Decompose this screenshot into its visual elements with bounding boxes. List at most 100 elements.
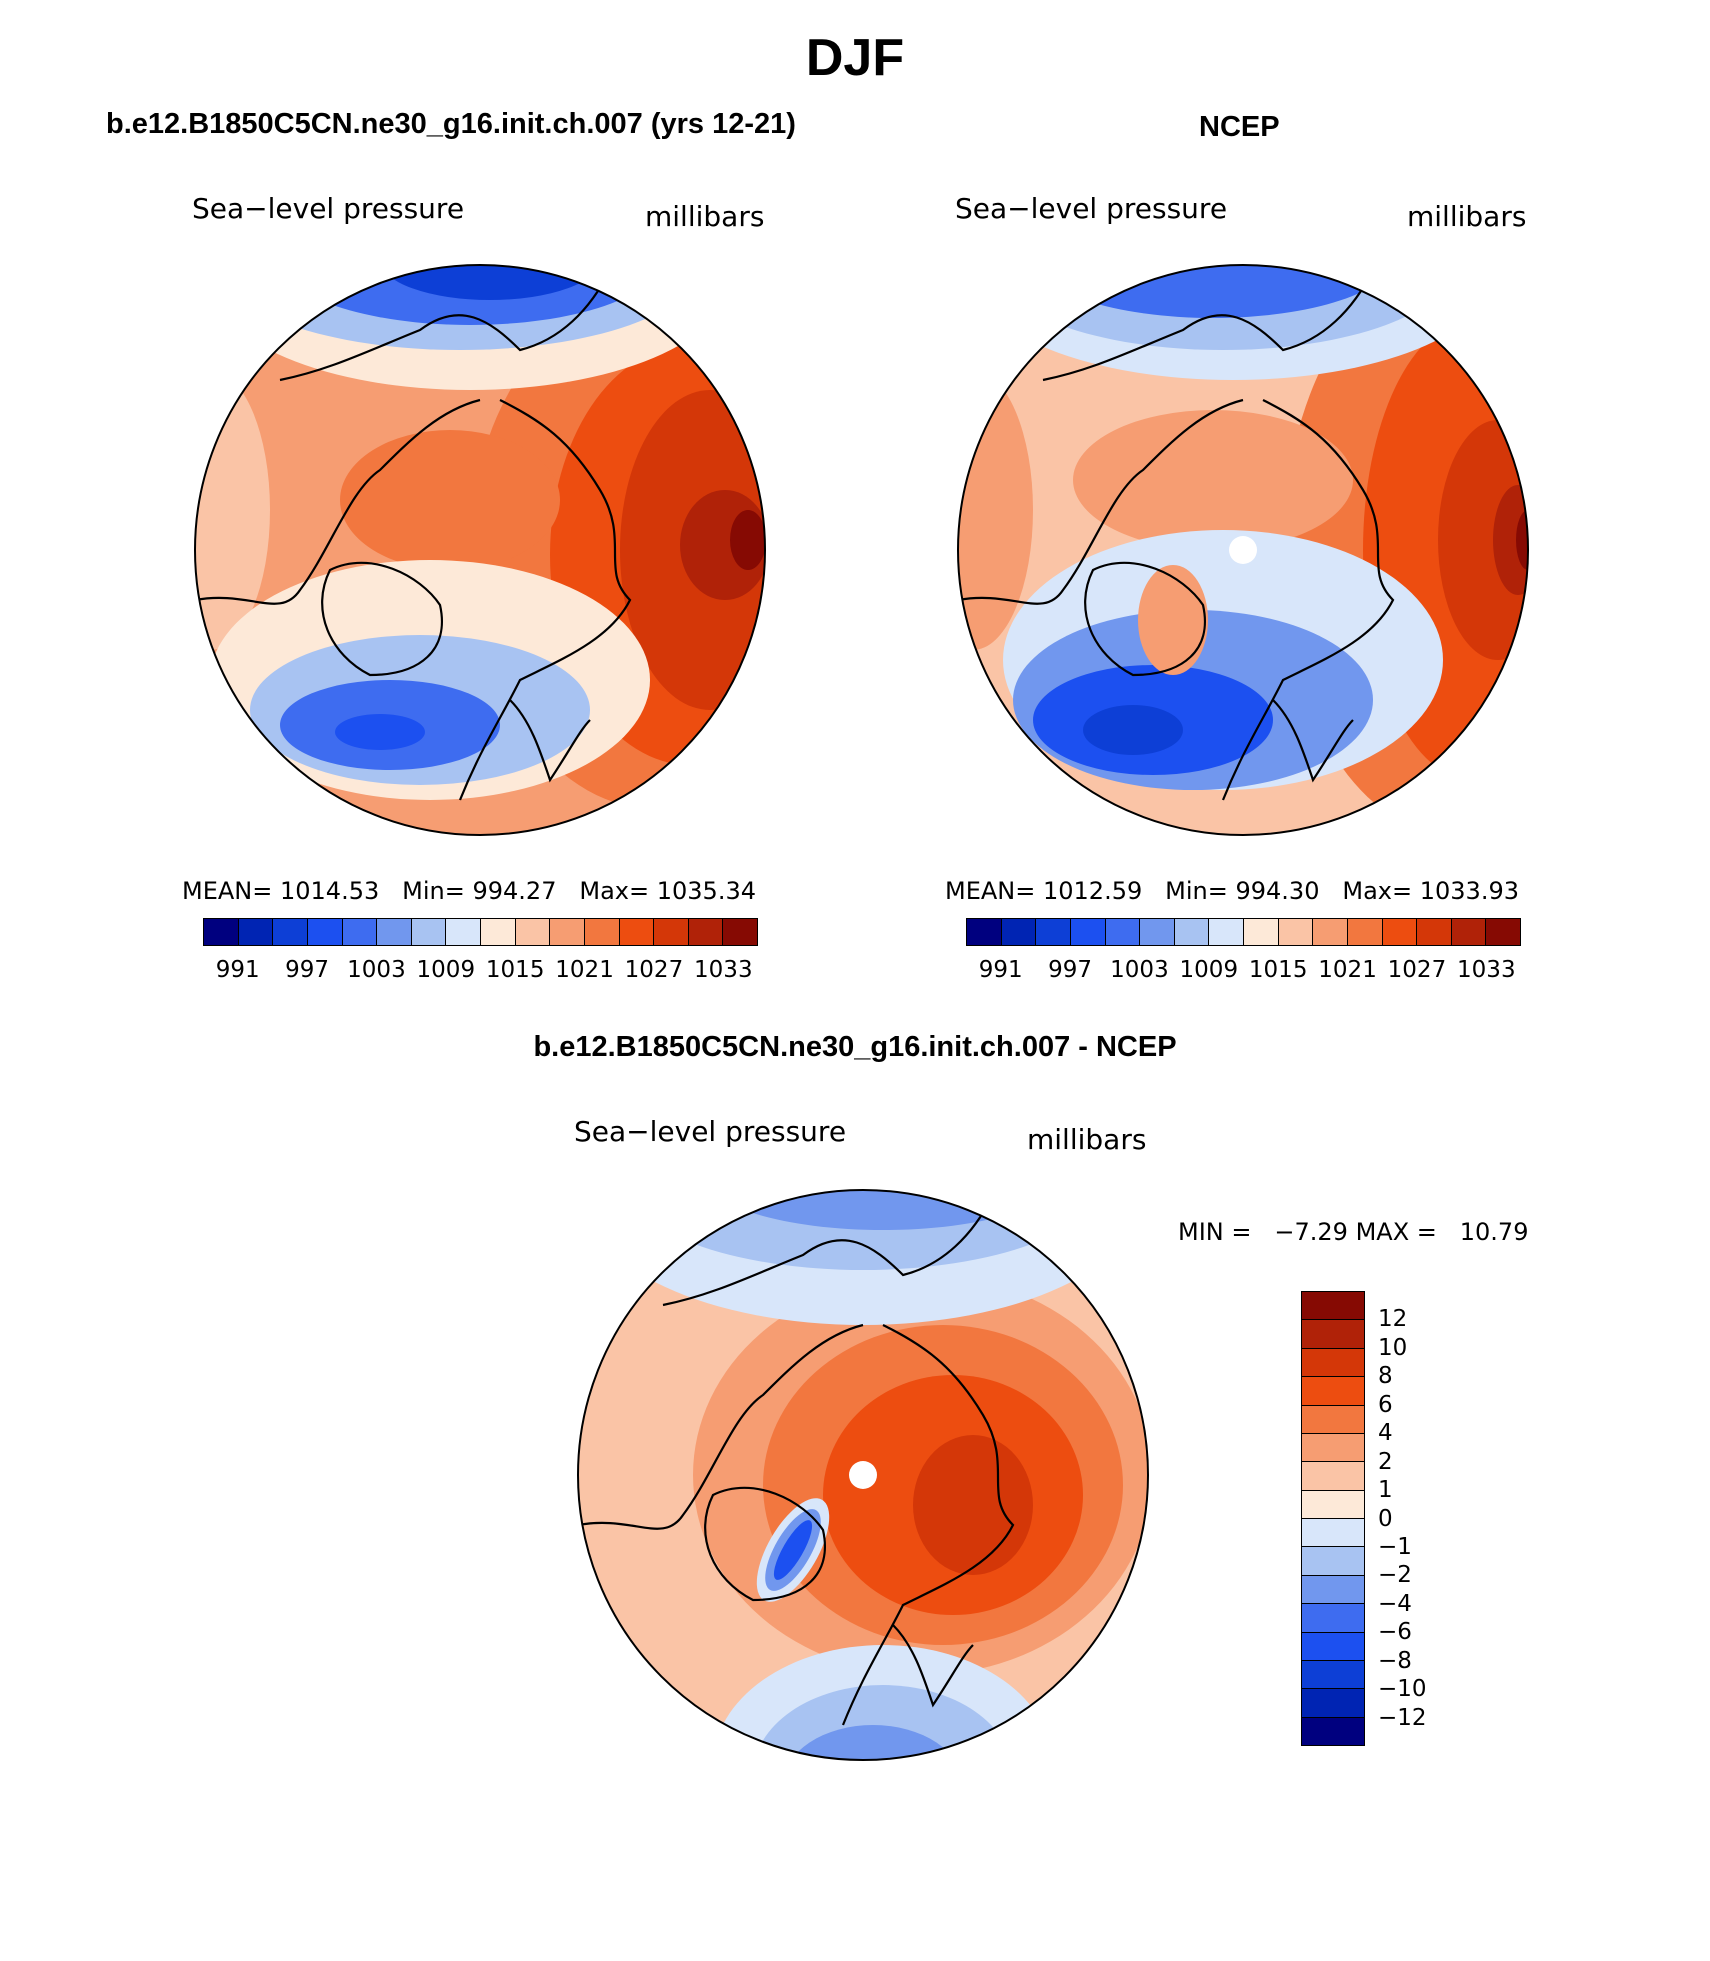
colorbar-cell [1417, 919, 1452, 945]
left-min-label: Min= [402, 877, 465, 905]
colorbar-cell [204, 919, 239, 945]
colorbar-tick-label: 1021 [555, 957, 614, 983]
neg-pacific-band [623, 1190, 1103, 1270]
siberian-high-max [730, 510, 765, 570]
left-mean-label: MEAN= [182, 877, 273, 905]
right-mean-value: 1012.59 [1043, 877, 1143, 905]
left-polar-map [194, 264, 766, 836]
coastline-scandinavia [1272, 699, 1354, 783]
left-colorbar-ticks: 991 997 1003 1009 1015 1021 1027 1033 [203, 957, 758, 987]
greenland-high [1138, 565, 1208, 675]
pacific-edge [958, 370, 1033, 650]
colorbar-tick-label: 1033 [694, 957, 753, 983]
colorbar-cell [1302, 1377, 1364, 1406]
colorbar-tick-label: −2 [1378, 1562, 1412, 1589]
colorbar-cell [619, 919, 655, 945]
colorbar-cell [1302, 1292, 1364, 1321]
left-mean-value: 1014.53 [280, 877, 380, 905]
left-max-value: 1035.34 [656, 877, 756, 905]
diff-panel-title: b.e12.B1850C5CN.ne30_g16.init.ch.007 - N… [533, 1031, 1177, 1063]
colorbar-tick-label: −12 [1378, 1704, 1427, 1731]
left-colorbar [203, 918, 758, 946]
coastline-scandinavia [892, 1624, 974, 1708]
coastline-greenland [321, 561, 443, 677]
arctic-high [1073, 410, 1353, 550]
coastline-greenland [704, 1486, 826, 1602]
right-min-label: Min= [1165, 877, 1228, 905]
colorbar-cell [342, 919, 378, 945]
right-max-value: 1033.93 [1419, 877, 1519, 905]
right-mean-label: MEAN= [945, 877, 1036, 905]
coastline-scandinavia [509, 699, 591, 783]
neg-euro-core [783, 1725, 963, 1760]
left-stats: MEAN= 1014.53 Min= 994.27 Max= 1035.34 [182, 877, 756, 905]
colorbar-cell [1302, 1519, 1364, 1548]
right-panel-title: NCEP [1199, 111, 1280, 143]
colorbar-cell [1278, 919, 1314, 945]
colorbar-cell [1302, 1575, 1364, 1605]
pacific-edge [195, 370, 270, 650]
colorbar-tick-label: 1033 [1457, 957, 1516, 983]
colorbar-tick-label: 6 [1378, 1391, 1393, 1418]
left-min-value: 994.27 [472, 877, 557, 905]
colorbar-tick-label: 991 [978, 957, 1023, 983]
left-variable-label: Sea−level pressure [192, 192, 465, 225]
map-boundary [577, 1189, 1149, 1761]
siberian-high-max [1516, 510, 1528, 570]
colorbar-cell [1209, 919, 1244, 945]
map-boundary [957, 264, 1529, 836]
diff-min-value: −7.29 [1274, 1218, 1348, 1246]
arctic-high [340, 430, 560, 570]
colorbar-tick-label: 997 [1048, 957, 1093, 983]
colorbar-cell [1302, 1547, 1364, 1576]
colorbar-cell [1347, 919, 1383, 945]
right-units-label: millibars [1407, 200, 1527, 233]
colorbar-tick-label: 1027 [624, 957, 684, 983]
pos-peak [913, 1435, 1033, 1575]
colorbar-cell [1105, 919, 1141, 945]
colorbar-cell [1302, 1320, 1364, 1349]
coastline-alaska [662, 1194, 994, 1307]
colorbar-tick-label: 1 [1378, 1477, 1393, 1504]
colorbar-tick-label: 991 [215, 957, 260, 983]
colorbar-tick-label: −1 [1378, 1533, 1412, 1560]
colorbar-cell [481, 919, 516, 945]
colorbar-cell [1174, 919, 1210, 945]
colorbar-cell [1302, 1348, 1364, 1378]
colorbar-cell [377, 919, 412, 945]
coastline-alaska [279, 269, 611, 382]
colorbar-cell [1302, 1433, 1364, 1463]
colorbar-cell [1313, 919, 1348, 945]
colorbar-tick-label: 1009 [416, 957, 476, 983]
colorbar-tick-label: 10 [1378, 1334, 1408, 1361]
pole-hole [849, 1461, 877, 1489]
colorbar-cell [1302, 1689, 1364, 1718]
icelandic-min [335, 714, 425, 750]
right-max-label: Max= [1342, 877, 1413, 905]
coastline-eurasia [841, 1324, 1015, 1726]
diff-max-label: MAX = [1355, 1218, 1437, 1246]
colorbar-tick-label: 4 [1378, 1420, 1393, 1447]
colorbar-tick-label: 1003 [347, 957, 406, 983]
colorbar-tick-label: 1015 [1248, 957, 1308, 983]
colorbar-cell [411, 919, 447, 945]
colorbar-tick-label: 12 [1378, 1306, 1408, 1333]
colorbar-cell [584, 919, 620, 945]
coastline-greenland [1084, 561, 1206, 677]
colorbar-cell [1302, 1632, 1364, 1661]
coastline-north-america [578, 1323, 864, 1530]
right-colorbar-ticks: 991 997 1003 1009 1015 1021 1027 1033 [966, 957, 1521, 987]
colorbar-cell [1486, 919, 1520, 945]
diff-variable-label: Sea−level pressure [574, 1115, 847, 1148]
aleutian-band [993, 265, 1453, 350]
right-variable-label: Sea−level pressure [955, 192, 1228, 225]
coastline-eurasia [458, 399, 632, 801]
colorbar-cell [446, 919, 481, 945]
colorbar-cell [1140, 919, 1175, 945]
colorbar-tick-label: 0 [1378, 1505, 1393, 1532]
colorbar-cell [238, 919, 274, 945]
colorbar-tick-label: −6 [1378, 1619, 1412, 1646]
coastline-eurasia [1221, 399, 1395, 801]
right-min-value: 994.30 [1235, 877, 1320, 905]
colorbar-cell [550, 919, 585, 945]
